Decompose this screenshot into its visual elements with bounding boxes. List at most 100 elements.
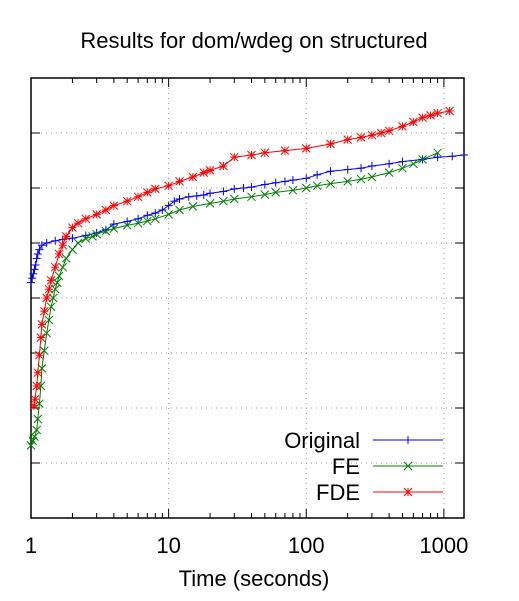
data-point (68, 223, 77, 232)
data-point (46, 276, 56, 285)
series-fe (26, 148, 442, 450)
data-point (52, 278, 62, 287)
data-point (51, 236, 60, 245)
data-point (343, 135, 353, 144)
data-point (205, 199, 215, 208)
data-point (35, 245, 44, 254)
data-point (229, 194, 239, 204)
data-point (188, 172, 198, 182)
data-point (39, 306, 49, 316)
data-point (312, 181, 322, 191)
data-point (288, 176, 297, 185)
data-point (33, 368, 43, 378)
data-point (68, 234, 77, 243)
data-point (175, 177, 184, 186)
data-point (164, 201, 173, 210)
legend-label-fde: FDE (316, 480, 360, 505)
data-point (150, 214, 160, 224)
data-point (158, 206, 167, 214)
data-point (33, 414, 43, 424)
axis-ticks (30, 77, 464, 519)
series-line-fe (30, 152, 438, 446)
data-point (42, 293, 52, 303)
data-point (61, 232, 71, 241)
data-point (376, 128, 386, 138)
data-point (101, 205, 111, 215)
data-point (73, 238, 83, 248)
data-point (30, 394, 40, 404)
data-point (143, 211, 152, 220)
data-point (188, 202, 198, 211)
data-point (403, 487, 413, 497)
data-point (384, 126, 394, 136)
data-point (326, 179, 335, 188)
legend-label-original: Original (284, 428, 360, 453)
data-point (343, 165, 352, 174)
data-point (326, 139, 335, 149)
x-tick-labels: 1 10 100 1000 (25, 533, 468, 558)
data-point (229, 152, 239, 162)
data-point (260, 190, 270, 199)
data-point (36, 381, 46, 391)
data-point (433, 108, 442, 118)
data-point (142, 216, 152, 226)
data-point (367, 130, 377, 140)
data-point (398, 157, 407, 166)
data-point (384, 168, 394, 177)
data-point (122, 196, 132, 206)
data-point (54, 249, 64, 259)
data-point (81, 234, 91, 243)
data-point (288, 185, 298, 195)
data-point (92, 229, 102, 239)
data-point (206, 189, 215, 198)
data-point (27, 278, 35, 287)
data-point (36, 333, 46, 342)
data-point (151, 209, 160, 218)
data-point (54, 271, 64, 281)
data-point (385, 159, 394, 168)
data-point (50, 262, 60, 272)
data-point (433, 148, 442, 158)
data-point (280, 177, 289, 186)
data-point (28, 274, 37, 283)
data-point (123, 217, 132, 226)
data-point (271, 178, 280, 187)
data-point (433, 153, 442, 162)
data-point (398, 163, 407, 173)
data-point (239, 184, 248, 192)
data-point (230, 184, 239, 193)
data-point (32, 425, 42, 435)
data-point (247, 192, 256, 202)
data-point (426, 111, 435, 120)
data-point (409, 117, 418, 127)
data-point (109, 220, 118, 229)
data-point (35, 350, 44, 360)
data-point (32, 254, 41, 263)
data-point (184, 192, 193, 201)
series-layer (26, 106, 468, 450)
x-tick-label: 1 (25, 533, 37, 558)
data-point (260, 180, 269, 189)
data-point (133, 192, 143, 202)
data-point (219, 187, 228, 196)
data-point (150, 184, 160, 194)
data-point (101, 226, 111, 236)
data-point (37, 320, 47, 329)
series-fde (29, 106, 454, 411)
data-point (29, 269, 38, 278)
data-point (301, 144, 311, 153)
data-point (247, 183, 256, 192)
data-point (170, 197, 179, 206)
data-point (31, 261, 40, 269)
data-point (175, 205, 184, 215)
data-point (58, 240, 68, 250)
x-tick-label: 10 (156, 533, 180, 558)
data-point (302, 174, 311, 183)
data-point (133, 218, 143, 228)
data-point (61, 254, 71, 263)
data-point (357, 164, 366, 173)
data-point (42, 239, 51, 247)
data-point (92, 210, 102, 219)
data-point (343, 177, 353, 186)
